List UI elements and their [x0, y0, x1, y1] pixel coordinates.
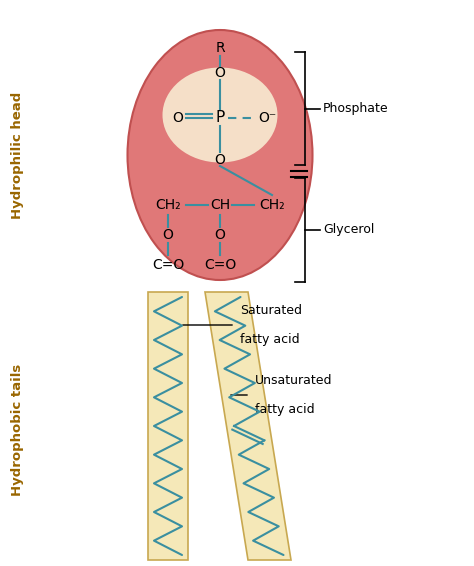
Text: fatty acid: fatty acid [240, 333, 300, 346]
Text: O: O [163, 228, 173, 242]
Text: R: R [215, 41, 225, 55]
Text: Unsaturated: Unsaturated [255, 374, 332, 387]
Text: CH₂: CH₂ [259, 198, 285, 212]
Text: O: O [173, 111, 183, 125]
Text: Hydrophobic tails: Hydrophobic tails [11, 364, 25, 496]
Text: O: O [215, 228, 226, 242]
Polygon shape [148, 292, 188, 560]
Text: fatty acid: fatty acid [255, 403, 315, 416]
Text: CH₂: CH₂ [155, 198, 181, 212]
Text: CH: CH [210, 198, 230, 212]
Ellipse shape [128, 30, 312, 280]
Text: O⁻: O⁻ [258, 111, 276, 125]
Text: C=O: C=O [152, 258, 184, 272]
Text: Glycerol: Glycerol [323, 224, 374, 237]
Text: O: O [215, 153, 226, 167]
Text: Saturated: Saturated [240, 304, 302, 317]
Text: O: O [215, 66, 226, 80]
Text: P: P [215, 110, 225, 126]
Text: Hydrophilic head: Hydrophilic head [11, 91, 25, 218]
Text: Phosphate: Phosphate [323, 102, 389, 115]
Polygon shape [205, 292, 291, 560]
Ellipse shape [163, 67, 277, 162]
Text: C=O: C=O [204, 258, 236, 272]
